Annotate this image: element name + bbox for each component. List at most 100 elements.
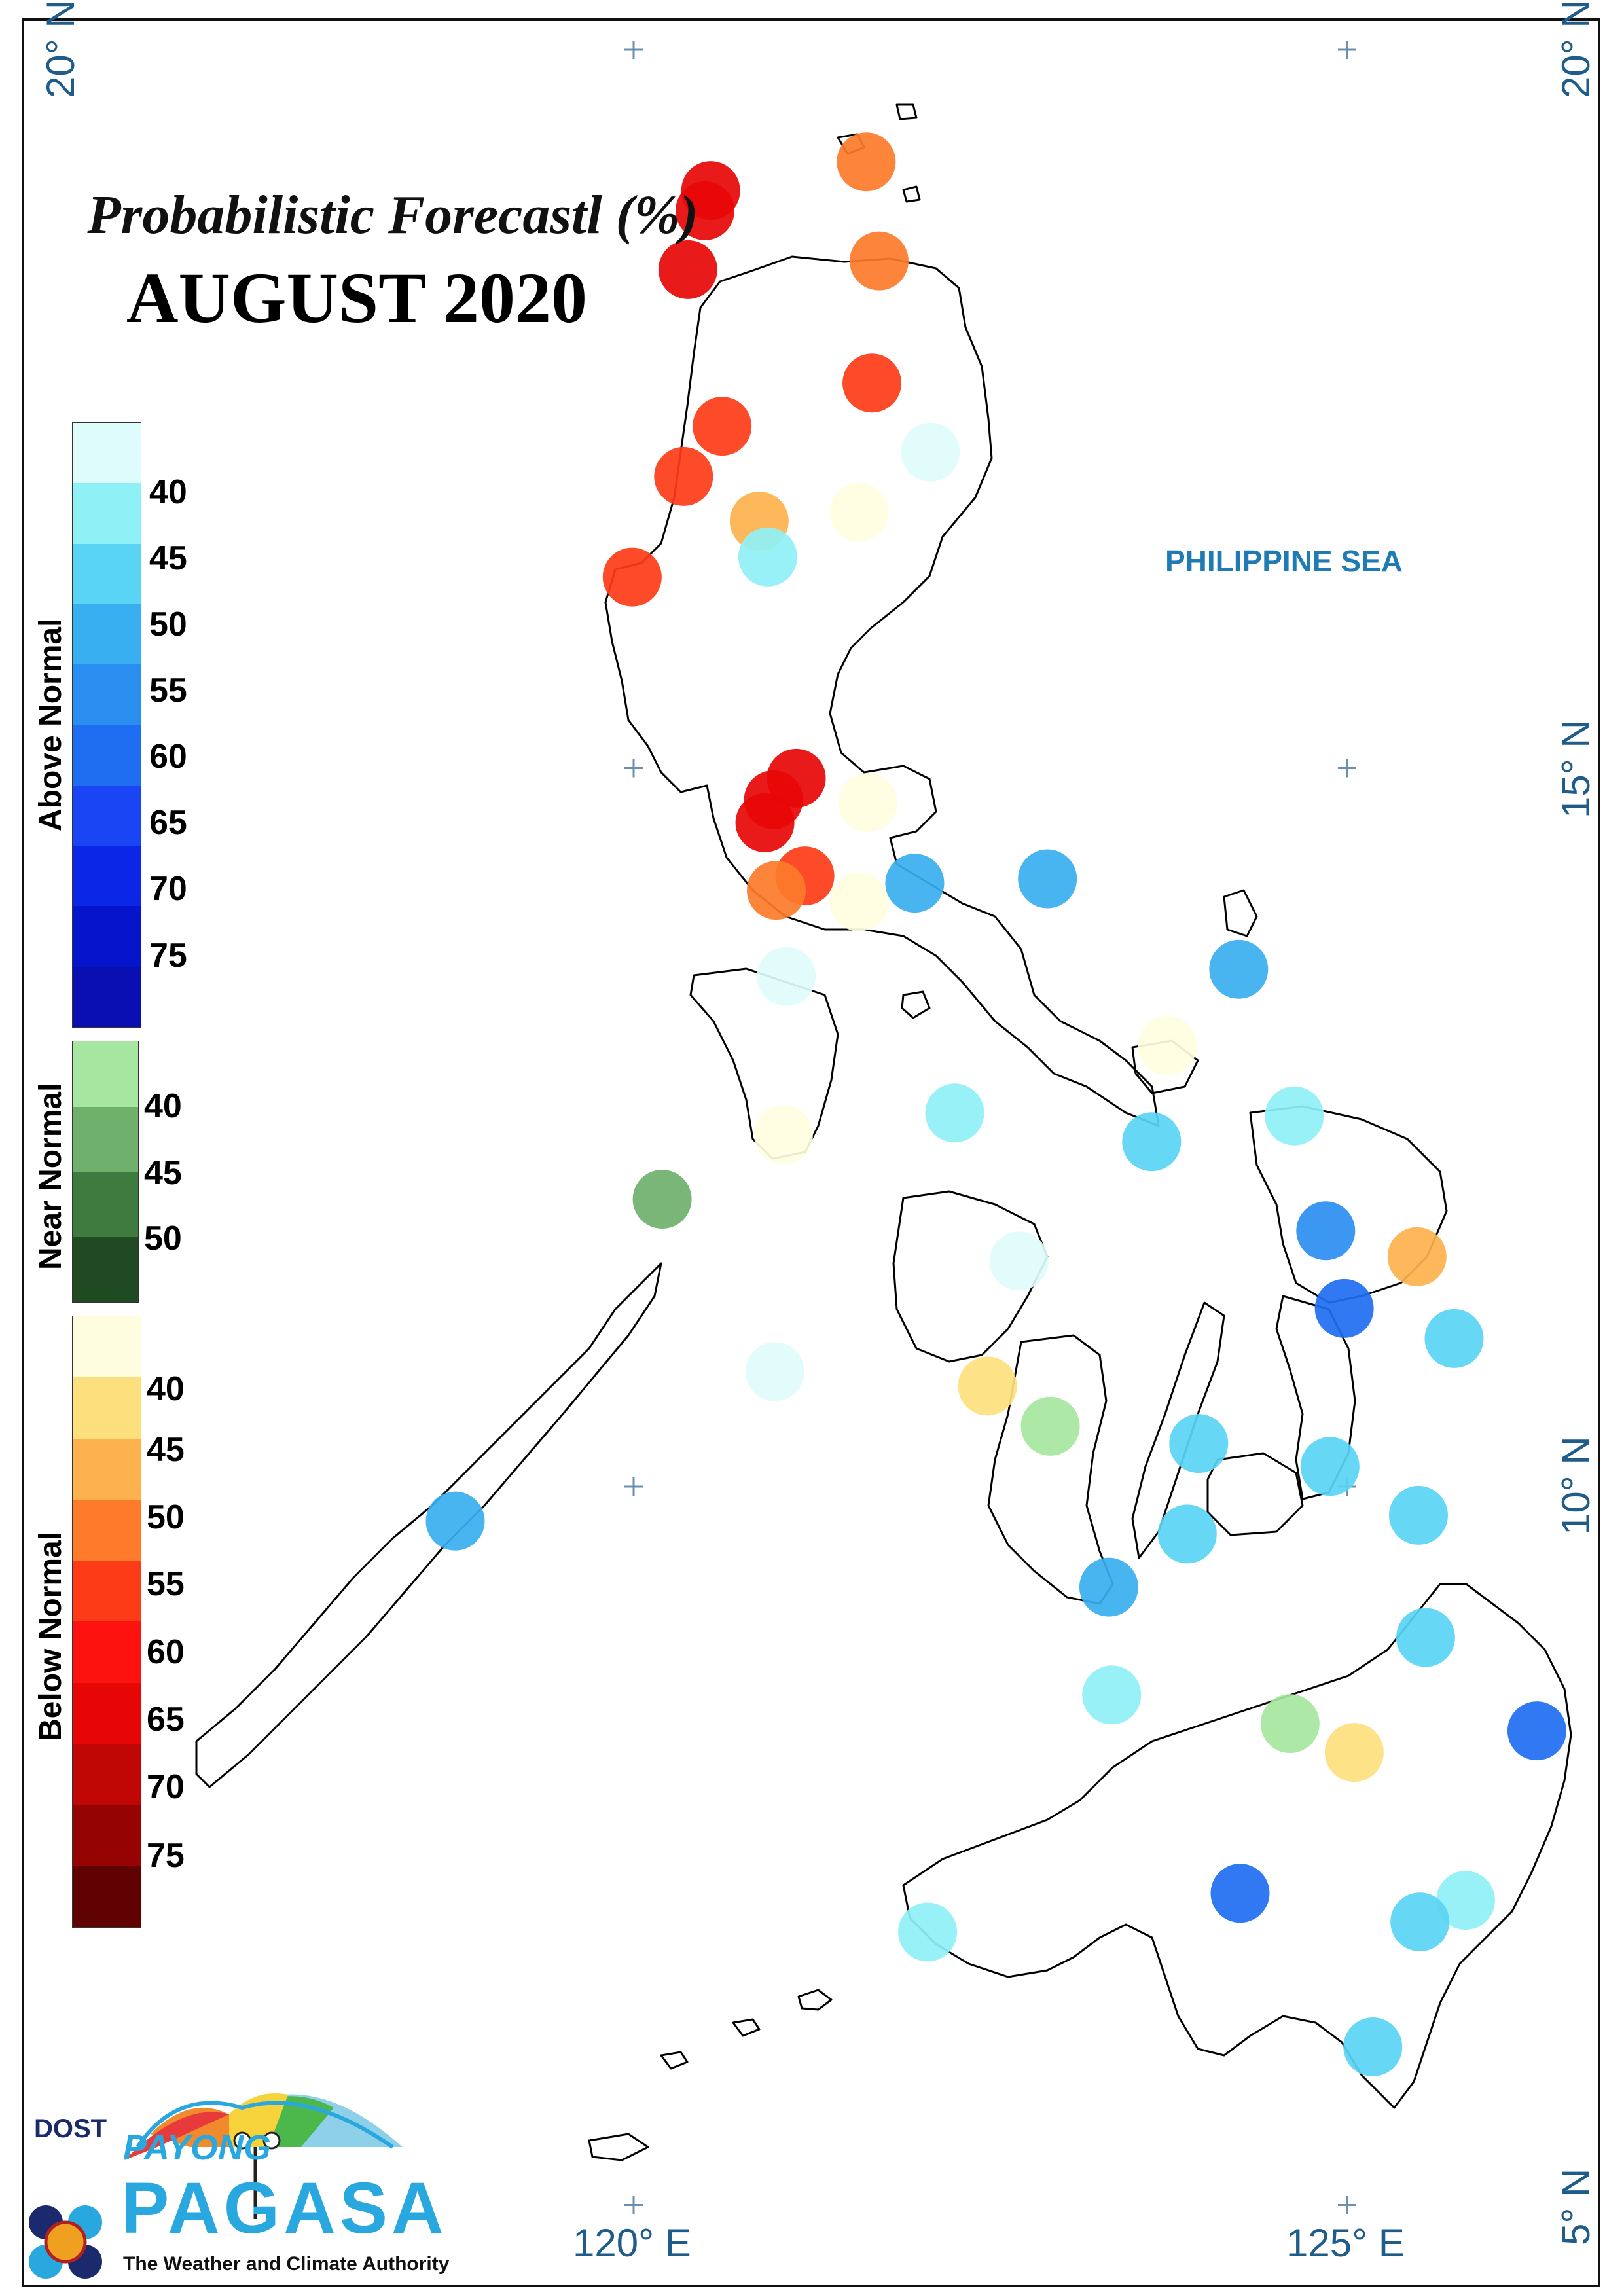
station-marker-below [747, 861, 806, 920]
station-marker-near [1260, 1694, 1320, 1754]
station-marker-below [1324, 1723, 1384, 1782]
legend-above-colorbar [72, 422, 141, 1028]
legend-swatch [73, 1805, 141, 1866]
legend-above-tick: 75 [149, 937, 187, 975]
legend-swatch [73, 1682, 141, 1744]
station-marker-below [849, 231, 909, 291]
sea-label: PHILIPPINE SEA [1165, 544, 1403, 578]
legend-below-tick: 40 [147, 1370, 185, 1408]
palawan-coast [195, 1262, 662, 1788]
station-marker-below [1387, 1227, 1447, 1286]
station-marker-above [425, 1491, 485, 1551]
babuyan-island-3 [902, 185, 921, 203]
sulu-island-1 [797, 1989, 833, 2011]
station-marker-above [1507, 1701, 1566, 1761]
station-marker-above [745, 1342, 804, 1401]
station-marker-above [1157, 1504, 1217, 1564]
bohol-coast [1206, 1452, 1304, 1536]
payong-label: PAYONG [123, 2128, 272, 2167]
legend-swatch [73, 1866, 141, 1927]
sulu-island-3 [660, 2051, 689, 2070]
coastline [195, 103, 1572, 2161]
lat-label-5: 5° N [1554, 2168, 1598, 2245]
station-marker-below [676, 181, 734, 240]
station-marker-below [693, 397, 752, 456]
lat-label-10: 10° N [1554, 1436, 1598, 1535]
station-marker-above [738, 527, 797, 587]
lat-label-20-left: 20° N [39, 0, 82, 98]
legend-swatch [73, 966, 141, 1027]
station-marker-below [829, 482, 889, 542]
station-marker-above [1018, 849, 1077, 909]
legend-near-title: Near Normal [33, 1083, 68, 1270]
station-marker-below [658, 240, 717, 299]
catanduanes-coast [1223, 889, 1258, 937]
legend-above-tick: 65 [149, 804, 187, 842]
station-marker-above [898, 1902, 958, 1962]
legend-above-tick: 70 [149, 870, 187, 908]
station-marker-above [1314, 1278, 1374, 1338]
station-marker-above [1390, 1892, 1450, 1952]
panay-coast [892, 1190, 1049, 1363]
map-title: Probabilistic Forecastl (%) [87, 185, 698, 245]
legend-above-tick: 60 [149, 738, 187, 776]
legend-below-tick: 70 [147, 1768, 185, 1806]
station-marker-above [901, 422, 960, 482]
legend-above-tick: 50 [149, 605, 187, 643]
forecast-stations [425, 132, 1566, 2077]
legend-swatch [73, 1377, 141, 1439]
station-marker-above [885, 854, 945, 913]
legend-below-tick: 60 [147, 1633, 185, 1671]
legend-swatch [73, 725, 141, 786]
pagasa-logo: DOST PAYONG PAGASA The Weather and Clima… [26, 2069, 449, 2285]
station-marker-below [958, 1356, 1017, 1416]
legend-below-title: Below Normal [33, 1531, 68, 1741]
station-marker-below [829, 872, 889, 931]
station-marker-above [1300, 1437, 1360, 1496]
station-marker-above [1210, 1864, 1270, 1923]
legend-swatch [73, 1561, 141, 1622]
legend-swatch [73, 604, 141, 665]
legend-swatch [73, 1237, 138, 1302]
station-marker-above [757, 947, 816, 1006]
station-marker-near [632, 1170, 692, 1229]
legend-swatch [73, 906, 141, 967]
cebu-coast [1131, 1301, 1225, 1559]
legend-swatch [73, 664, 141, 725]
station-marker-above [1079, 1557, 1138, 1617]
legend-swatch [73, 1499, 141, 1561]
station-marker-above [1209, 939, 1269, 999]
legend-above-tick: 40 [149, 473, 187, 511]
marinduque-coast [901, 990, 931, 1019]
lat-label-20-right: 20° N [1554, 0, 1598, 98]
station-marker-above [1265, 1086, 1324, 1146]
legend-above-title: Above Normal [33, 618, 68, 831]
dost-label: DOST [34, 2114, 107, 2143]
legend-swatch [73, 1744, 141, 1805]
legend-swatch [73, 1172, 138, 1237]
station-marker-above [1396, 1608, 1455, 1667]
station-marker-below [753, 1105, 813, 1165]
luzon-coast [604, 255, 1160, 1127]
legend-swatch [73, 1438, 141, 1500]
pagasa-label: PAGASA [121, 2168, 448, 2249]
legend-above-tick: 55 [149, 672, 187, 710]
station-marker-below [838, 773, 897, 833]
station-marker-below [602, 547, 662, 607]
station-marker-near [1020, 1396, 1080, 1456]
station-marker-above [1343, 2017, 1403, 2077]
legend-below-tick: 65 [147, 1701, 185, 1739]
legend-below-tick: 55 [147, 1565, 185, 1603]
legend-swatch [73, 785, 141, 846]
legend-above-tick: 45 [149, 539, 187, 577]
legend-near-tick: 45 [144, 1154, 182, 1192]
station-marker-below [735, 793, 795, 852]
station-marker-below [837, 132, 896, 192]
station-marker-above [1435, 1871, 1495, 1930]
legend-swatch [73, 483, 141, 544]
station-marker-above [1082, 1665, 1142, 1725]
tawi-island [588, 2133, 649, 2161]
legend-near-colorbar [72, 1041, 139, 1303]
leyte-coast [1275, 1295, 1356, 1500]
